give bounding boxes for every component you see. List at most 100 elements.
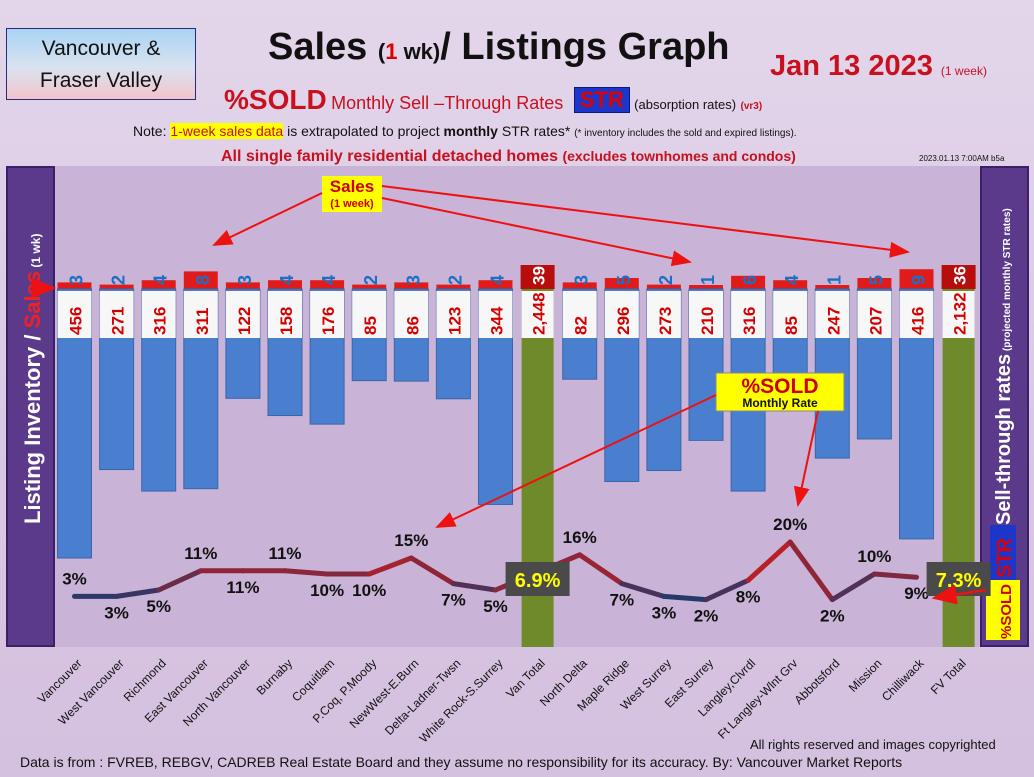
sales-value-label: 4 xyxy=(277,275,297,285)
note-bold: monthly xyxy=(443,123,498,139)
left-axis-label-part-3: Sales xyxy=(20,271,45,329)
sold-rate-line-segment xyxy=(366,555,414,577)
sales-bar xyxy=(520,265,555,289)
sales-bar xyxy=(478,280,513,289)
sales-bar xyxy=(773,280,808,289)
category-label: Ft Langley-Wlnt Grv xyxy=(715,656,800,741)
rate-value-label: 11% xyxy=(268,544,301,563)
sold-callout-box xyxy=(715,372,845,412)
inventory-label-box xyxy=(562,291,597,338)
title-listings: / Listings Graph xyxy=(440,26,730,68)
sales-bar xyxy=(310,280,345,289)
category-label: Burnaby xyxy=(254,656,296,698)
inventory-label-box xyxy=(521,291,554,338)
sold-rate-line-segment xyxy=(829,571,877,603)
inventory-label-box xyxy=(689,291,723,338)
inventory-value-label: 2,448 xyxy=(530,292,549,335)
category-label: FV Total xyxy=(928,656,969,697)
category-label: White Rock-S.Surrey xyxy=(417,656,506,745)
sales-value-label: 2 xyxy=(109,275,129,285)
inventory-value-label: 210 xyxy=(698,307,717,335)
right-sold-arrow xyxy=(931,584,987,605)
sales-callout-box xyxy=(322,176,382,212)
sales-callout-arrow xyxy=(381,185,910,258)
sales-value-label: 2 xyxy=(361,275,381,285)
left-axis-label-part-4: (1 wk) xyxy=(29,234,43,271)
sales-callout-arrow xyxy=(381,197,692,267)
sold-callout-subtitle: Monthly Rate xyxy=(742,396,818,410)
title-paren: ( xyxy=(377,39,386,64)
inventory-value-label: 85 xyxy=(361,316,380,335)
inventory-label-box xyxy=(394,291,429,338)
sales-bar xyxy=(99,284,134,289)
rate-value-label: 10% xyxy=(352,581,386,600)
sales-bar xyxy=(183,271,218,289)
rate-value-label: 15% xyxy=(394,531,428,550)
rate-value-label: 2% xyxy=(694,607,719,626)
sales-value-label: 5 xyxy=(614,275,634,285)
inventory-label-box xyxy=(352,291,387,338)
sales-bar xyxy=(352,284,387,289)
right-axis-label-part-2: (projected monthly STR rates) xyxy=(1002,208,1013,354)
sales-value-label: 4 xyxy=(319,275,339,285)
rate-value-label: 3% xyxy=(62,569,87,588)
right-str-badge xyxy=(990,525,1016,581)
sales-bar xyxy=(268,280,302,289)
sales-value-label: 1 xyxy=(698,275,718,285)
sales-bar xyxy=(562,282,597,289)
sales-bar xyxy=(436,284,471,289)
absorption-text: (absorption rates) xyxy=(634,97,737,112)
note-footnote: (* inventory includes the sold and expir… xyxy=(574,128,797,139)
sales-bar xyxy=(731,275,766,289)
title-sales: Sales xyxy=(268,26,378,68)
inventory-label-box xyxy=(436,291,471,338)
inventory-value-label: 311 xyxy=(193,308,212,335)
subtitle-text: Monthly Sell –Through Rates xyxy=(331,93,564,113)
inventory-value-label: 416 xyxy=(909,307,928,335)
inventory-value-label: 176 xyxy=(319,307,338,335)
inventory-label-box xyxy=(141,291,176,338)
inventory-value-label: 316 xyxy=(151,307,170,335)
rate-value-label: 3% xyxy=(104,603,129,622)
sales-bar xyxy=(394,282,429,289)
sold-callout-arrow xyxy=(793,410,819,507)
total-rate-label: 7.3% xyxy=(936,570,982,592)
left-axis-panel xyxy=(6,166,55,647)
sales-callout-title: Sales xyxy=(330,177,374,196)
rate-value-label: 3% xyxy=(652,603,677,622)
region-line-1: Vancouver & xyxy=(41,37,161,60)
description-line: All single family residential detached h… xyxy=(221,148,796,166)
inventory-label-box xyxy=(478,291,513,338)
inventory-value-label: 456 xyxy=(67,307,86,335)
sold-callout-arrow xyxy=(435,394,717,528)
inventory-label-box xyxy=(857,291,892,338)
right-axis-label: Sell-through rates (projected monthly ST… xyxy=(993,208,1015,525)
rate-value-label: 7% xyxy=(441,591,466,610)
sales-value-label: 8 xyxy=(193,275,213,285)
sales-bar xyxy=(57,282,92,289)
inventory-value-label: 82 xyxy=(572,316,591,335)
sales-value-label: 36 xyxy=(951,266,970,285)
inventory-label-box xyxy=(99,291,134,338)
timestamp: 2023.01.13 7:00AM b5a xyxy=(919,154,1005,163)
rate-value-label: 11% xyxy=(184,544,217,563)
inventory-label-box xyxy=(310,291,345,338)
copyright-note: All rights reserved and images copyright… xyxy=(750,737,996,752)
inventory-value-label: 344 xyxy=(488,306,507,335)
note-prefix: Note: xyxy=(133,123,171,139)
inventory-value-label: 296 xyxy=(614,307,633,335)
sales-value-label: 3 xyxy=(67,275,87,285)
rate-value-label: 10% xyxy=(310,581,344,600)
inventory-value-label: 2,132 xyxy=(951,292,970,335)
sales-bar xyxy=(225,282,260,289)
inventory-value-label: 207 xyxy=(866,307,885,335)
rate-value-label: 10% xyxy=(857,547,891,566)
right-str-label: STR xyxy=(994,537,1016,578)
sold-rate-line-segment xyxy=(450,581,498,593)
inventory-label-box xyxy=(815,291,850,338)
sales-value-label: 2 xyxy=(656,275,676,285)
rate-value-label: 8% xyxy=(736,587,761,606)
left-axis-label-part-2: / xyxy=(20,328,45,340)
inventory-value-label: 271 xyxy=(109,307,128,335)
